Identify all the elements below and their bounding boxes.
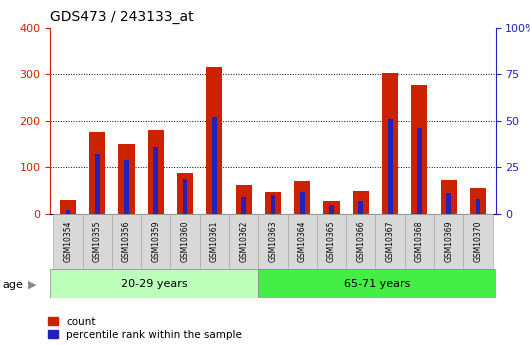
Bar	[124, 160, 129, 214]
Text: GSM10360: GSM10360	[181, 221, 190, 262]
Bar	[153, 147, 158, 214]
Text: GSM10359: GSM10359	[151, 221, 160, 262]
Bar	[329, 205, 334, 214]
FancyBboxPatch shape	[200, 214, 229, 269]
Bar	[66, 210, 70, 214]
Text: GSM10361: GSM10361	[210, 221, 219, 262]
FancyBboxPatch shape	[288, 214, 317, 269]
Bar	[417, 128, 422, 214]
Bar	[358, 201, 363, 214]
FancyBboxPatch shape	[317, 214, 346, 269]
Legend: count, percentile rank within the sample: count, percentile rank within the sample	[48, 317, 242, 340]
FancyBboxPatch shape	[141, 214, 171, 269]
Bar	[206, 67, 223, 214]
Text: GSM10355: GSM10355	[93, 221, 102, 262]
Bar	[294, 181, 310, 214]
Text: GDS473 / 243133_at: GDS473 / 243133_at	[50, 10, 194, 24]
Bar	[382, 73, 398, 214]
Text: GSM10354: GSM10354	[64, 221, 73, 262]
FancyBboxPatch shape	[171, 214, 200, 269]
Text: 65-71 years: 65-71 years	[343, 279, 410, 289]
Bar	[236, 185, 252, 214]
Bar	[241, 197, 246, 214]
Bar	[270, 195, 276, 214]
Bar	[440, 180, 457, 214]
FancyBboxPatch shape	[463, 214, 492, 269]
Text: 20-29 years: 20-29 years	[121, 279, 188, 289]
Bar	[89, 132, 105, 214]
Text: GSM10367: GSM10367	[386, 221, 395, 262]
Text: GSM10369: GSM10369	[444, 221, 453, 262]
Text: GSM10362: GSM10362	[239, 221, 248, 262]
Bar	[446, 194, 451, 214]
Text: GSM10366: GSM10366	[356, 221, 365, 262]
Bar	[95, 154, 100, 214]
Text: GSM10368: GSM10368	[415, 221, 424, 262]
FancyBboxPatch shape	[375, 214, 405, 269]
Bar	[387, 119, 393, 214]
FancyBboxPatch shape	[346, 214, 375, 269]
Bar	[300, 191, 305, 214]
Text: GSM10363: GSM10363	[269, 221, 277, 262]
Text: age: age	[3, 280, 23, 289]
FancyBboxPatch shape	[50, 269, 258, 298]
Bar	[411, 85, 428, 214]
Text: GSM10370: GSM10370	[473, 221, 482, 262]
Bar	[148, 130, 164, 214]
Bar	[353, 190, 369, 214]
FancyBboxPatch shape	[258, 269, 496, 298]
FancyBboxPatch shape	[229, 214, 258, 269]
Text: ▶: ▶	[28, 280, 36, 289]
Text: GSM10364: GSM10364	[298, 221, 307, 262]
Text: GSM10365: GSM10365	[327, 221, 336, 262]
Bar	[212, 117, 217, 214]
Bar	[265, 192, 281, 214]
Bar	[470, 188, 486, 214]
FancyBboxPatch shape	[258, 214, 288, 269]
Text: GSM10356: GSM10356	[122, 221, 131, 262]
FancyBboxPatch shape	[112, 214, 141, 269]
FancyBboxPatch shape	[54, 214, 83, 269]
FancyBboxPatch shape	[83, 214, 112, 269]
Bar	[60, 200, 76, 214]
FancyBboxPatch shape	[405, 214, 434, 269]
FancyBboxPatch shape	[434, 214, 463, 269]
Bar	[118, 144, 135, 214]
Bar	[177, 173, 193, 214]
Bar	[183, 178, 188, 214]
Bar	[323, 201, 340, 214]
Bar	[475, 199, 480, 214]
